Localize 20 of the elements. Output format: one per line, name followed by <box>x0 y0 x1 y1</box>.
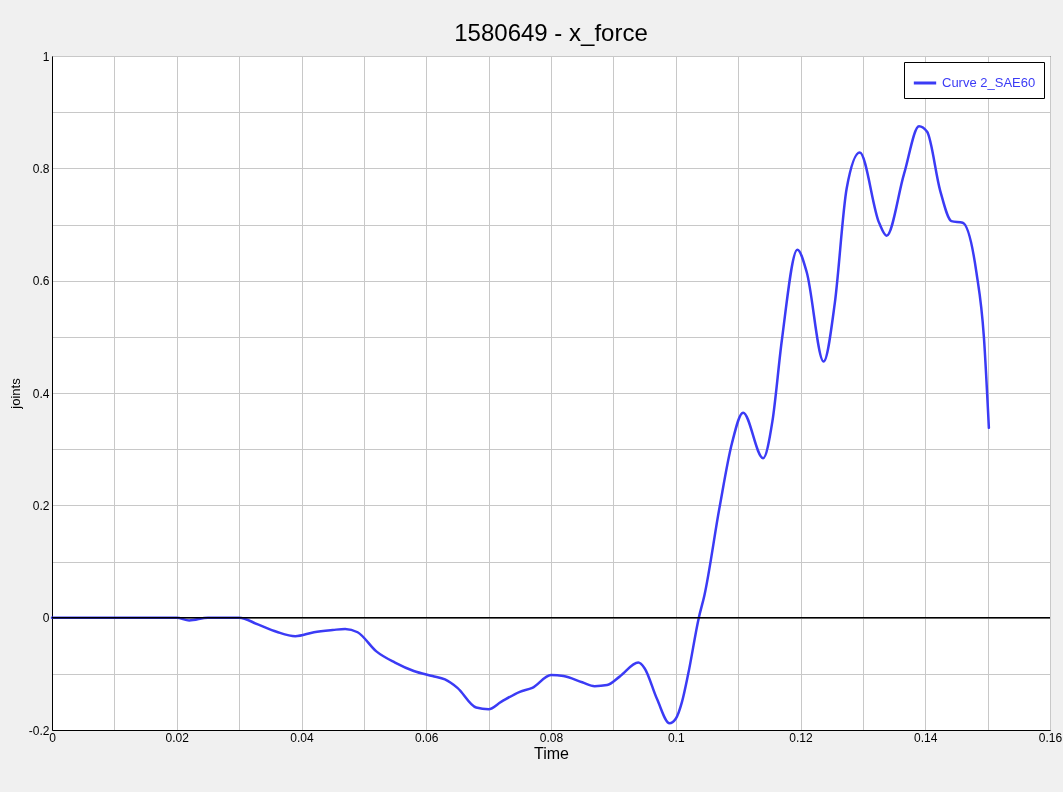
y-tick-label: 0.6 <box>32 274 50 289</box>
y-tick-label: -0.2 <box>28 723 50 738</box>
x-tick-label: 0.16 <box>1038 730 1063 745</box>
x-tick-label: 0.08 <box>539 730 564 745</box>
y-tick-label: 0.8 <box>32 161 50 176</box>
y-tick-label: 1 <box>42 49 50 64</box>
x-tick-label: 0.1 <box>667 730 685 745</box>
chart-title: 1580649 - x_force <box>454 19 648 46</box>
y-tick-label: 0 <box>42 611 50 626</box>
x-tick-label: 0.06 <box>415 730 439 745</box>
y-axis-title: joints <box>7 377 23 410</box>
x-tick-label: 0.12 <box>789 730 813 745</box>
x-tick-label: 0.02 <box>165 730 190 745</box>
x-tick-label: 0.14 <box>914 730 938 745</box>
y-tick-label: 0.2 <box>32 498 50 513</box>
y-tick-label: 0.4 <box>32 386 50 401</box>
x-tick-label: 0.04 <box>290 730 314 745</box>
x-axis-title: Time <box>534 744 570 762</box>
legend-label: Curve 2_SAE60 <box>942 75 1036 90</box>
line-series <box>50 124 991 725</box>
